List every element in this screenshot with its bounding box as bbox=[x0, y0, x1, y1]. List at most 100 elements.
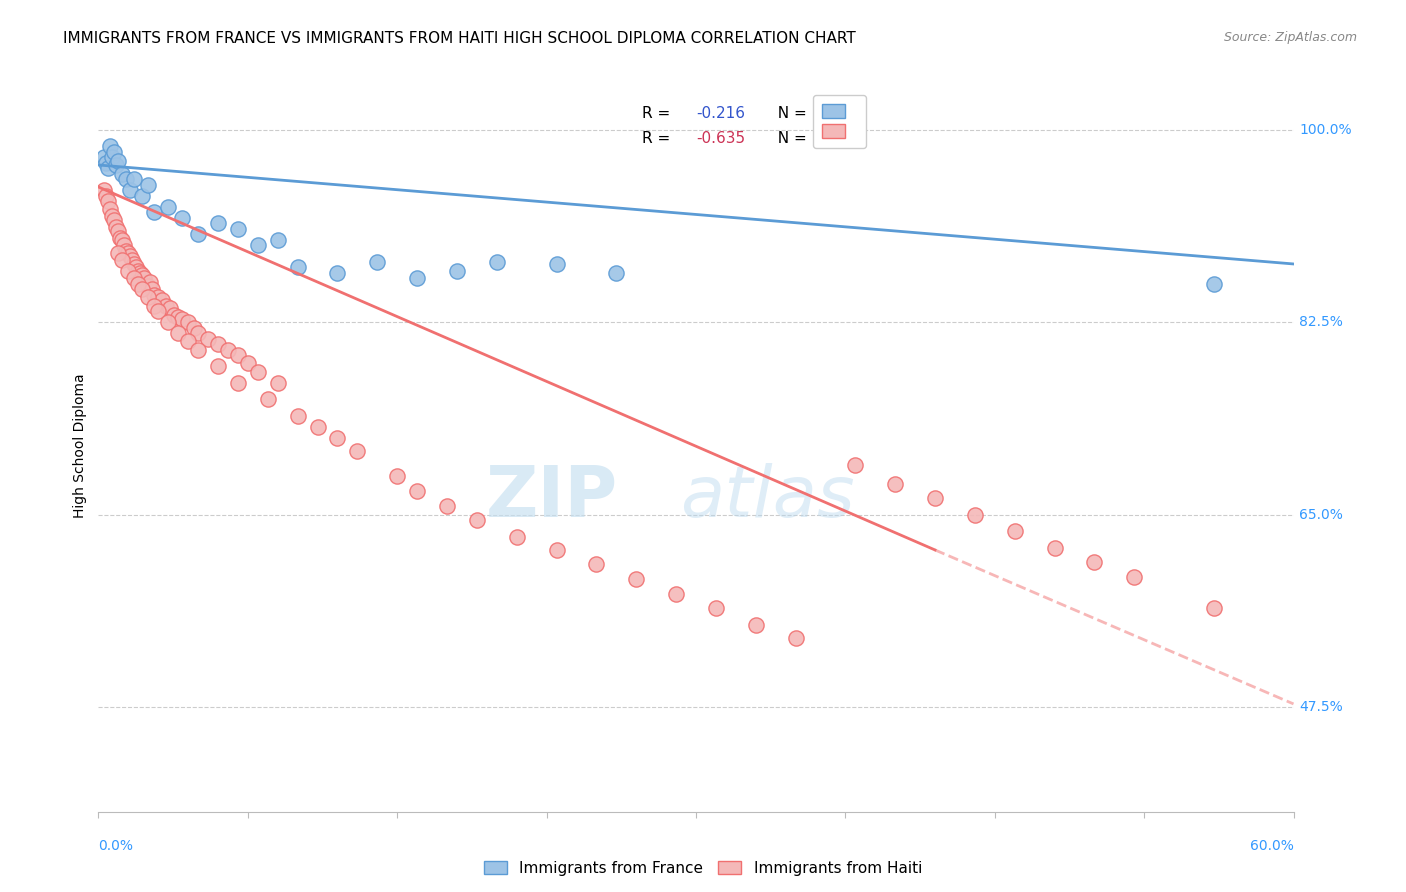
Point bbox=[226, 348, 249, 362]
Point bbox=[98, 202, 122, 216]
Point bbox=[346, 444, 368, 458]
Point bbox=[267, 233, 290, 247]
Point bbox=[605, 266, 627, 280]
Point bbox=[93, 150, 115, 164]
Point bbox=[120, 183, 142, 197]
Point bbox=[129, 266, 152, 280]
Point bbox=[187, 227, 209, 242]
Point bbox=[107, 246, 129, 260]
Point bbox=[136, 290, 159, 304]
Point bbox=[103, 213, 125, 227]
Point bbox=[155, 299, 177, 313]
Point bbox=[585, 558, 607, 572]
Point bbox=[1123, 570, 1146, 584]
Point bbox=[172, 312, 194, 326]
Text: 82.5%: 82.5% bbox=[1299, 315, 1343, 329]
Point bbox=[246, 238, 269, 252]
Text: N =: N = bbox=[768, 105, 811, 120]
Point bbox=[150, 293, 173, 308]
Point bbox=[844, 458, 866, 473]
Point bbox=[546, 257, 568, 271]
Point bbox=[704, 601, 727, 615]
Point bbox=[226, 221, 249, 235]
Point bbox=[143, 299, 166, 313]
Legend: Immigrants from France, Immigrants from Haiti: Immigrants from France, Immigrants from … bbox=[478, 855, 928, 882]
Point bbox=[159, 301, 181, 315]
Point bbox=[127, 277, 149, 291]
Point bbox=[105, 219, 128, 234]
Legend: , : , bbox=[813, 95, 866, 148]
Point bbox=[172, 211, 194, 225]
Point bbox=[124, 172, 146, 186]
Point bbox=[1004, 524, 1026, 539]
Point bbox=[110, 230, 132, 244]
Point bbox=[115, 172, 138, 186]
Y-axis label: High School Diploma: High School Diploma bbox=[73, 374, 87, 518]
Point bbox=[187, 326, 209, 341]
Point bbox=[267, 376, 290, 390]
Point bbox=[143, 205, 166, 219]
Point bbox=[385, 469, 409, 483]
Point bbox=[207, 337, 229, 351]
Text: 65.0%: 65.0% bbox=[1299, 508, 1343, 522]
Point bbox=[163, 308, 186, 322]
Point bbox=[326, 266, 349, 280]
Point bbox=[506, 530, 529, 544]
Point bbox=[236, 356, 259, 370]
Point bbox=[167, 326, 190, 341]
Point bbox=[745, 617, 768, 632]
Text: 31: 31 bbox=[827, 105, 846, 120]
Point bbox=[111, 167, 134, 181]
Point bbox=[207, 216, 229, 230]
Point bbox=[120, 249, 142, 263]
Point bbox=[131, 282, 153, 296]
Point bbox=[125, 260, 148, 275]
Point bbox=[167, 310, 190, 324]
Point bbox=[148, 290, 170, 304]
Point bbox=[924, 491, 946, 506]
Point bbox=[183, 320, 205, 334]
Point bbox=[141, 282, 163, 296]
Point bbox=[287, 260, 309, 275]
Point bbox=[115, 244, 138, 258]
Point bbox=[485, 254, 508, 268]
Point bbox=[197, 332, 219, 346]
Point bbox=[117, 246, 139, 260]
Point bbox=[121, 252, 143, 267]
Point bbox=[246, 365, 269, 379]
Text: 47.5%: 47.5% bbox=[1299, 700, 1343, 714]
Point bbox=[1043, 541, 1066, 555]
Point bbox=[103, 145, 125, 159]
Text: atlas: atlas bbox=[681, 463, 855, 532]
Point bbox=[105, 158, 128, 172]
Point bbox=[124, 271, 146, 285]
Point bbox=[446, 263, 468, 277]
Point bbox=[98, 139, 122, 153]
Point bbox=[97, 194, 120, 209]
Text: R =: R = bbox=[643, 105, 675, 120]
Text: 0.0%: 0.0% bbox=[98, 839, 134, 854]
Point bbox=[406, 271, 429, 285]
Point bbox=[546, 543, 568, 558]
Text: 60.0%: 60.0% bbox=[1250, 839, 1294, 854]
Point bbox=[131, 268, 153, 282]
Point bbox=[111, 252, 134, 267]
Point bbox=[148, 304, 170, 318]
Point bbox=[287, 409, 309, 423]
Point bbox=[112, 238, 135, 252]
Point bbox=[101, 209, 124, 223]
Point bbox=[101, 150, 124, 164]
Point bbox=[1202, 277, 1225, 291]
Point bbox=[217, 343, 239, 357]
Point bbox=[177, 315, 200, 329]
Text: 100.0%: 100.0% bbox=[1299, 123, 1353, 136]
Point bbox=[207, 359, 229, 374]
Point bbox=[226, 376, 249, 390]
Point bbox=[96, 155, 118, 169]
Text: N =: N = bbox=[768, 131, 811, 146]
Point bbox=[134, 271, 156, 285]
Point bbox=[1202, 601, 1225, 615]
Point bbox=[96, 188, 118, 202]
Point bbox=[465, 513, 488, 527]
Point bbox=[157, 315, 180, 329]
